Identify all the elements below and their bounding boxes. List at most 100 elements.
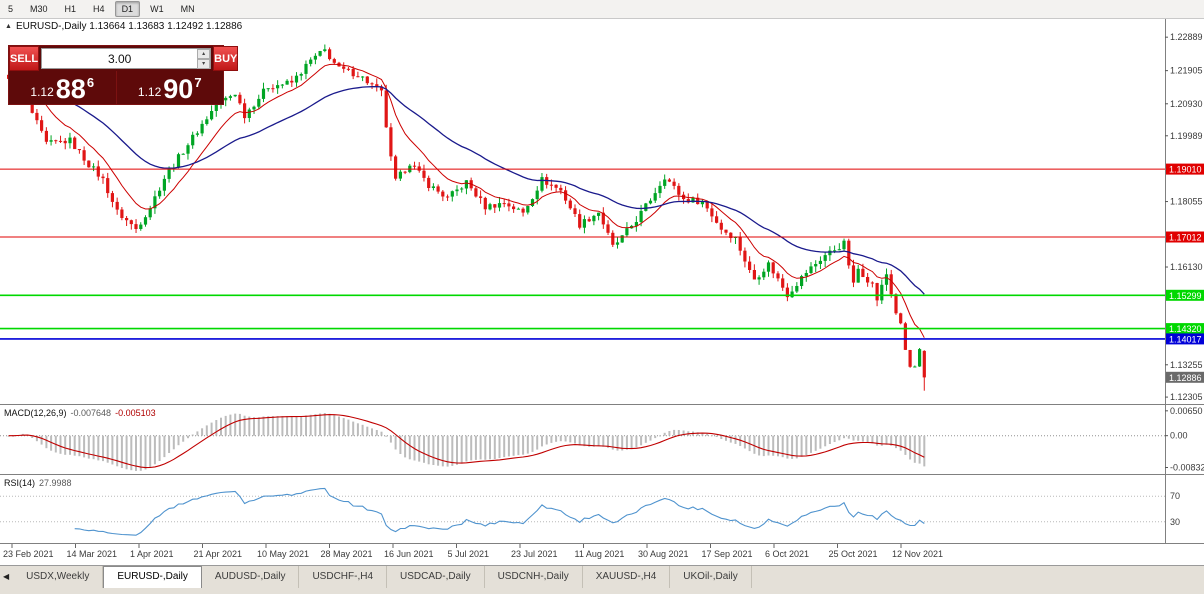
macd-histogram-bar: [135, 435, 137, 471]
timeframe-button-5[interactable]: 5: [1, 1, 20, 17]
chart-tab-bar: ◀ USDX,Weekly EURUSD-,Daily AUDUSD-,Daily U…: [0, 565, 1204, 594]
candle-body: [828, 250, 832, 256]
candle-body: [634, 222, 638, 226]
date-label: 25 Oct 2021: [829, 549, 878, 559]
macd-histogram-bar: [333, 415, 336, 436]
candle-body: [601, 212, 605, 225]
candle-body: [323, 49, 327, 51]
candle-body: [276, 85, 280, 89]
macd-histogram-bar: [97, 435, 100, 461]
candle-body: [620, 235, 624, 243]
candle-body: [762, 271, 766, 278]
macd-histogram-bar: [323, 413, 326, 436]
buy-price[interactable]: 1.12 90 7: [117, 71, 224, 104]
macd-indicator-label: MACD(12,26,9) -0.007648 -0.005103: [4, 408, 156, 418]
macd-signal-line: [8, 414, 925, 469]
macd-histogram-bar: [234, 413, 237, 436]
macd-histogram-bar: [866, 435, 869, 443]
candle-body: [823, 255, 827, 261]
buy-button[interactable]: BUY: [213, 46, 239, 71]
chart-tab-audusd-daily[interactable]: AUDUSD-,Daily: [202, 566, 300, 588]
macd-histogram-bar: [564, 435, 567, 442]
macd-histogram-bar: [116, 435, 119, 467]
macd-histogram-bar: [479, 435, 482, 460]
timeframe-button-h4[interactable]: H4: [86, 1, 112, 17]
macd-histogram-bar: [592, 435, 595, 447]
candle-body: [719, 222, 723, 230]
macd-histogram-bar: [541, 435, 543, 447]
candle-body: [176, 154, 181, 168]
macd-histogram-bar: [682, 430, 685, 436]
macd-histogram-bar: [300, 416, 303, 436]
candle-body: [40, 120, 44, 131]
macd-histogram-bar: [460, 435, 463, 464]
candle-body: [700, 201, 704, 205]
macd-histogram-bar: [701, 432, 704, 436]
timeframe-button-w1[interactable]: W1: [143, 1, 171, 17]
candle-body: [833, 250, 837, 252]
chart-tab-xauusd-h4[interactable]: XAUUSD-,H4: [583, 566, 671, 588]
one-click-trading-panel: SELL ▴ ▾ BUY 1.12 88 6 1.12 90 7: [8, 45, 239, 105]
candle-body: [446, 196, 450, 198]
tab-scroll-left-icon[interactable]: ◀: [3, 572, 10, 581]
volume-increase-button[interactable]: ▴: [197, 49, 211, 59]
macd-histogram-bar: [338, 416, 340, 436]
candle-body: [153, 196, 157, 209]
candle-body: [870, 282, 874, 284]
sell-price-prefix: 1.12: [30, 85, 54, 99]
candle-body: [96, 166, 100, 177]
candle-body: [540, 177, 544, 191]
candle-body: [257, 98, 261, 107]
macd-histogram-bar: [791, 435, 794, 459]
macd-histogram-bar: [484, 435, 487, 460]
macd-histogram-bar: [503, 435, 506, 458]
chart-tab-eurusd-daily[interactable]: EURUSD-,Daily: [103, 566, 202, 588]
candle-body: [648, 200, 653, 204]
macd-histogram-bar: [654, 435, 657, 439]
timeframe-button-d1[interactable]: D1: [114, 1, 141, 17]
price-tick-label: 1.21905: [1170, 66, 1203, 76]
macd-histogram-bar: [828, 435, 831, 444]
price-badge-label: 1.15299: [1169, 291, 1202, 301]
candle-body: [568, 200, 572, 209]
candle-body: [785, 287, 789, 298]
chart-title: EURUSD-,Daily 1.13664 1.13683 1.12492 1.…: [15, 21, 243, 32]
macd-histogram-bar: [446, 435, 449, 467]
chart-tab-ukoil-daily[interactable]: UKOil-,Daily: [670, 566, 752, 588]
buy-price-big: 90: [163, 74, 194, 104]
chart-tab-usdx-weekly[interactable]: USDX,Weekly: [13, 566, 104, 588]
candle-body: [92, 166, 96, 168]
macd-histogram-bar: [531, 435, 534, 452]
price-tick-label: 1.13255: [1170, 360, 1203, 370]
sell-button[interactable]: SELL: [9, 46, 40, 71]
candle-body: [856, 268, 860, 283]
candle-body: [781, 278, 785, 288]
timeframe-button-mn[interactable]: MN: [174, 1, 202, 17]
candle-body: [87, 160, 91, 168]
candle-body: [790, 291, 794, 298]
price-badge-label: 1.12886: [1169, 373, 1202, 383]
candle-body: [497, 203, 502, 208]
volume-decrease-button[interactable]: ▾: [197, 59, 211, 69]
candle-body: [356, 76, 360, 78]
candle-body: [328, 49, 332, 60]
candle-body: [776, 273, 780, 279]
timeframe-button-m30[interactable]: M30: [23, 1, 55, 17]
candle-body: [342, 66, 346, 69]
date-label: 5 Jul 2021: [448, 549, 490, 559]
price-divider: [115, 71, 117, 104]
collapse-panel-icon[interactable]: ▲: [5, 23, 12, 30]
chart-tab-usdcnh-daily[interactable]: USDCNH-,Daily: [485, 566, 583, 588]
candle-body: [502, 203, 506, 205]
candle-body: [800, 276, 804, 286]
volume-input[interactable]: [42, 49, 198, 68]
sell-price[interactable]: 1.12 88 6: [9, 71, 116, 104]
chart-tab-usdchf-h4[interactable]: USDCHF-,H4: [299, 566, 388, 588]
candle-body: [58, 140, 63, 142]
macd-histogram-bar: [861, 435, 864, 442]
macd-histogram-bar: [597, 435, 600, 447]
chart-tab-usdcad-daily[interactable]: USDCAD-,Daily: [387, 566, 485, 588]
timeframe-button-h1[interactable]: H1: [58, 1, 84, 17]
macd-histogram-bar: [163, 435, 166, 458]
volume-control: ▴ ▾: [41, 48, 212, 69]
